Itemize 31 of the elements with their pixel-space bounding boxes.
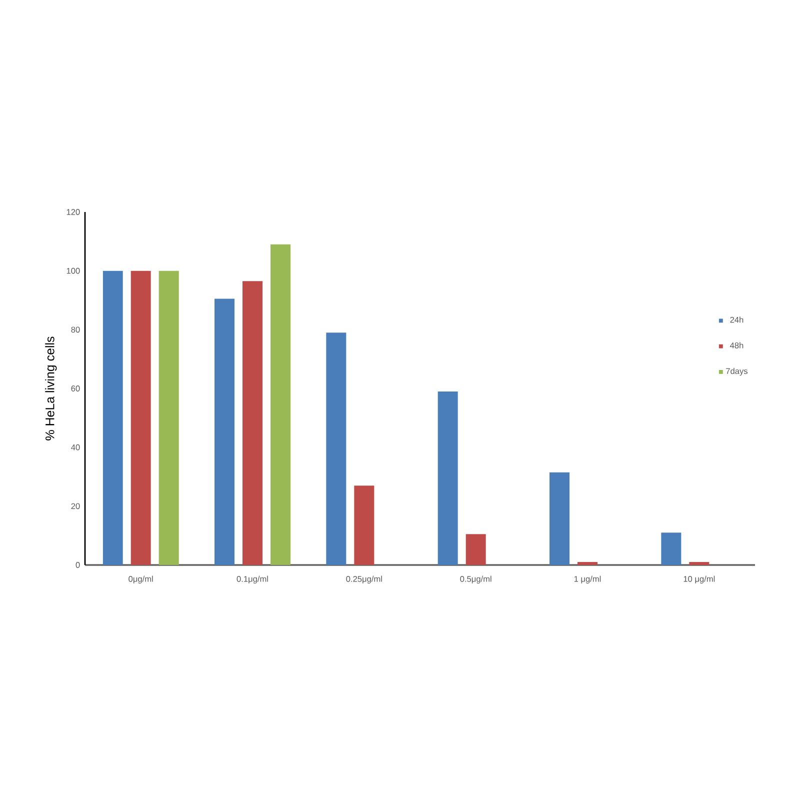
x-tick-label: 1 μg/ml	[574, 576, 601, 584]
bar	[214, 298, 234, 565]
bar	[270, 244, 290, 565]
x-tick-label: 10 μg/ml	[684, 576, 715, 584]
bar	[242, 281, 262, 565]
y-tick-label: 60	[71, 386, 80, 392]
bar	[550, 472, 570, 565]
x-tick-label: 0.5μg/ml	[460, 576, 492, 584]
y-tick-label: 40	[71, 444, 80, 450]
legend-label: 7days	[726, 368, 748, 376]
bar	[661, 532, 682, 565]
x-tick-label: 0.1μg/ml	[236, 576, 268, 584]
bar	[130, 270, 151, 565]
bar	[102, 270, 123, 565]
bar	[354, 486, 374, 565]
bar	[158, 270, 179, 565]
y-tick-label: 100	[66, 268, 80, 274]
y-tick-label: 20	[71, 503, 80, 510]
y-axis-title: % HeLa living cells	[45, 336, 57, 440]
bar	[578, 562, 598, 565]
bar	[326, 332, 346, 565]
y-tick-label: 120	[66, 209, 80, 215]
legend-label: 24h	[730, 316, 744, 323]
y-tick-label: 80	[71, 326, 80, 333]
bar	[689, 562, 710, 565]
bar	[438, 391, 458, 565]
legend-label: 48h	[730, 342, 744, 348]
x-tick-label: 0μg/ml	[128, 576, 153, 584]
bar	[466, 534, 486, 565]
y-tick-label: 0	[76, 562, 80, 568]
x-tick-label: 0.25μg/ml	[346, 576, 382, 584]
